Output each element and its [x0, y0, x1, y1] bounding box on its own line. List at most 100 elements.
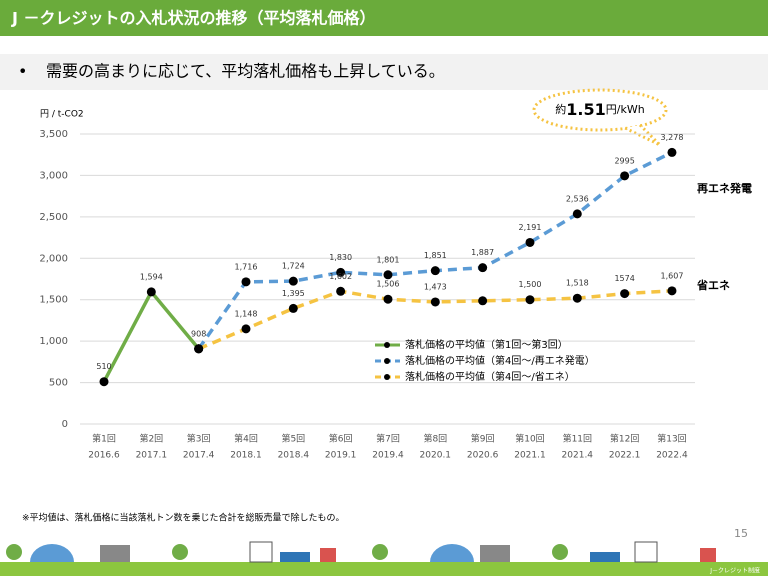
series-label: 再エネ発電 — [697, 181, 752, 195]
callout-tail — [624, 123, 662, 147]
data-label: 1,594 — [140, 272, 163, 281]
data-point — [430, 297, 440, 307]
footnote: ※平均値は、落札価格に当該落札トン数を乗じた合計を総販売量で除したもの。 — [22, 512, 345, 524]
data-label: 1,716 — [235, 262, 258, 271]
data-point — [383, 270, 393, 280]
data-point — [99, 377, 109, 387]
data-point — [620, 289, 630, 299]
y-tick-label: 1,500 — [39, 295, 68, 306]
data-label: 2,191 — [519, 223, 542, 232]
x-tick-date: 2020.6 — [467, 451, 499, 461]
x-tick-label: 第3回 — [187, 433, 211, 445]
y-tick-label: 1,000 — [39, 336, 68, 347]
data-label: 1,395 — [282, 289, 305, 298]
data-point — [430, 266, 440, 276]
data-label: 1,473 — [424, 282, 447, 291]
y-tick-label: 0 — [62, 419, 68, 430]
data-point — [146, 287, 156, 297]
data-point — [241, 277, 251, 287]
data-point — [194, 344, 204, 354]
y-tick-label: 3,500 — [39, 129, 68, 140]
data-label: 1,500 — [519, 280, 542, 289]
legend-dot — [384, 358, 390, 364]
data-label: 1,148 — [235, 309, 258, 318]
footer-illustration — [0, 541, 768, 576]
page-number: 15 — [734, 527, 748, 540]
x-tick-date: 2021.1 — [514, 451, 546, 461]
data-point — [288, 276, 298, 286]
data-label: 2,536 — [566, 194, 589, 203]
x-tick-date: 2022.4 — [656, 451, 688, 461]
x-tick-date: 2019.4 — [372, 451, 404, 461]
data-label: 1,518 — [566, 279, 589, 288]
x-tick-date: 2018.1 — [230, 451, 262, 461]
data-label: 1,887 — [471, 248, 494, 257]
legend-label: 落札価格の平均値（第1回～第3回） — [405, 338, 568, 351]
x-tick-label: 第7回 — [376, 433, 400, 445]
callout-prefix: 約 — [555, 102, 566, 116]
data-point — [478, 296, 488, 306]
x-tick-label: 第13回 — [657, 433, 686, 445]
data-point — [336, 286, 346, 296]
y-axis-label: 円 / t-CO2 — [40, 109, 84, 120]
data-label: 1,506 — [377, 280, 400, 289]
data-point — [241, 324, 251, 334]
x-tick-label: 第8回 — [423, 433, 447, 445]
header-bar — [0, 0, 768, 36]
data-label: 908 — [191, 329, 206, 338]
x-tick-date: 2016.6 — [88, 451, 120, 461]
x-tick-date: 2017.1 — [136, 451, 168, 461]
x-tick-label: 第10回 — [515, 433, 544, 445]
x-tick-label: 第9回 — [471, 433, 495, 445]
data-label: 3,278 — [661, 133, 684, 142]
x-tick-date: 2020.1 — [420, 451, 452, 461]
footer-label: J－クレジット制度 — [709, 567, 760, 575]
data-point — [478, 263, 488, 273]
callout-suffix: 円/kWh — [606, 103, 645, 116]
data-label: 1,724 — [282, 262, 305, 271]
x-tick-label: 第5回 — [281, 433, 305, 445]
x-tick-date: 2021.4 — [562, 451, 594, 461]
data-point — [525, 237, 535, 247]
data-label: 2995 — [614, 156, 634, 165]
x-tick-label: 第1回 — [92, 433, 116, 445]
bullet-marker: • — [18, 62, 27, 81]
y-tick-label: 500 — [49, 378, 68, 389]
y-tick-label: 2,500 — [39, 212, 68, 223]
legend-dot — [384, 374, 390, 380]
callout-value: 1.51 — [566, 100, 605, 119]
title: J －クレジットの入札状況の推移（平均落札価格） — [11, 9, 376, 28]
callout: 約1.51円/kWh — [555, 100, 644, 119]
x-tick-label: 第11回 — [563, 433, 592, 445]
series-label: 省エネ — [696, 278, 730, 292]
x-tick-date: 2019.1 — [325, 451, 357, 461]
data-point — [572, 209, 582, 219]
data-point — [620, 171, 630, 181]
data-label: 1,801 — [377, 255, 400, 264]
callout-bubble — [532, 88, 668, 132]
x-tick-label: 第12回 — [610, 433, 639, 445]
data-label: 1,851 — [424, 251, 447, 260]
y-tick-label: 3,000 — [39, 170, 68, 181]
y-tick-label: 2,000 — [39, 253, 68, 264]
data-label: 1,602 — [329, 272, 352, 281]
series-line — [102, 288, 201, 383]
bullet-text: 需要の高まりに応じて、平均落札価格も上昇している。 — [46, 62, 445, 81]
data-point — [572, 293, 582, 303]
data-point — [383, 294, 393, 304]
data-point — [667, 286, 677, 296]
x-tick-label: 第4回 — [234, 433, 258, 445]
data-label: 1,830 — [329, 253, 352, 262]
data-label: 1,607 — [661, 271, 684, 280]
data-point — [667, 147, 677, 157]
legend-dot — [384, 342, 390, 348]
data-label: 510 — [96, 362, 111, 371]
bullet-band — [0, 54, 768, 90]
legend-label: 落札価格の平均値（第4回～/省エネ） — [405, 370, 575, 383]
x-tick-label: 第2回 — [139, 433, 163, 445]
data-point — [288, 303, 298, 313]
data-label: 1574 — [614, 274, 634, 283]
x-tick-date: 2018.4 — [278, 451, 310, 461]
x-tick-date: 2022.1 — [609, 451, 641, 461]
